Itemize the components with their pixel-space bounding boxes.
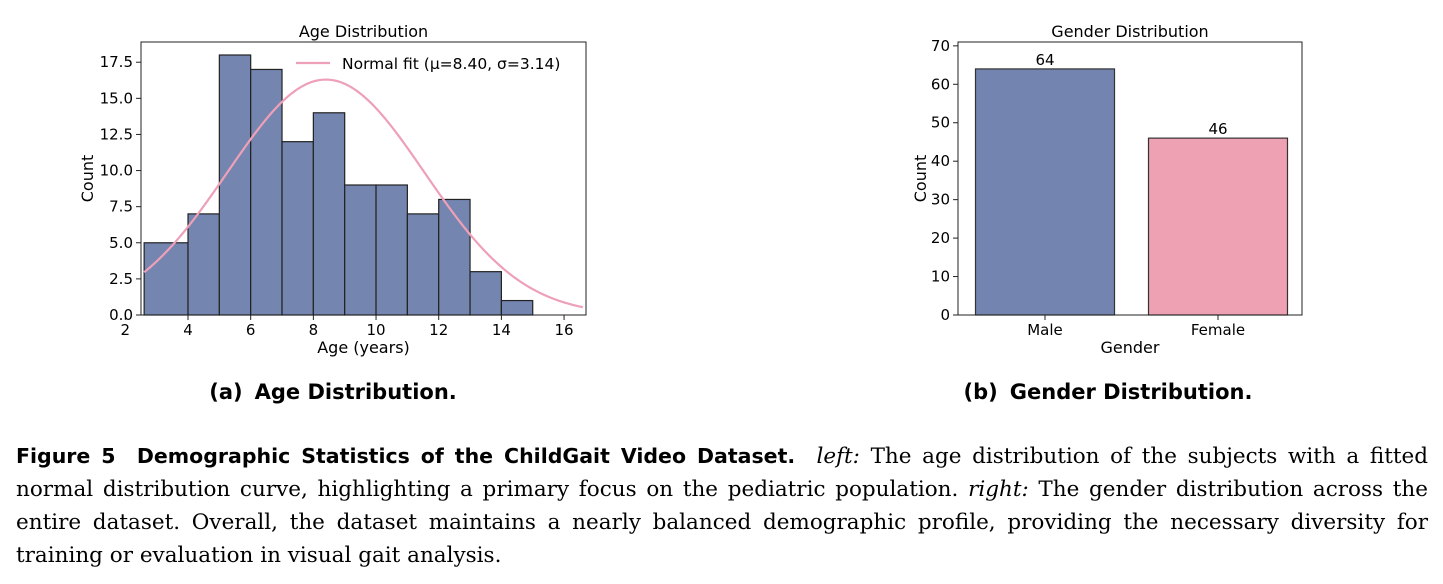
caption-right-text: The gender distribution across the entir…: [16, 477, 1428, 568]
histogram-bar: [375, 184, 408, 316]
histogram-bar: [312, 112, 346, 316]
subcaption-b-label: (b): [963, 380, 998, 404]
x-tick-label: Female: [1191, 321, 1245, 339]
caption-right-label: right:: [968, 477, 1029, 502]
gender-chart-svg: 64 Male 46 Female 0 10 20 30 40 50 60 70 Gender Dist…: [911, 22, 1303, 357]
gender-bar: [1147, 137, 1289, 316]
age-distribution-chart: 2 4 6 8 10 12 14 16 0.0 2.5 5.0 7.5 10.0 12.5 15.0 17.5…: [70, 0, 610, 380]
age-y-axis-label: Count: [78, 155, 97, 203]
x-tick-label: 2: [121, 321, 131, 339]
x-tick-label: 4: [183, 321, 193, 339]
y-tick-label: 5.0: [109, 234, 133, 252]
y-tick-label: 20: [931, 229, 950, 247]
y-tick-label: 12.5: [100, 125, 133, 143]
gender-distribution-chart: 64 Male 46 Female 0 10 20 30 40 50 60 70 Gender Dist…: [900, 0, 1320, 380]
x-tick-label: 8: [309, 321, 319, 339]
y-tick-label: 2.5: [109, 270, 133, 288]
legend-fit-label: Normal fit (μ=8.40, σ=3.14): [342, 55, 560, 73]
age-plot-frame: [140, 41, 587, 316]
caption-figure-label: Figure 5: [16, 444, 116, 468]
age-x-axis-label: Age (years): [317, 338, 410, 357]
y-tick-label: 15.0: [100, 89, 133, 107]
histogram-bar: [250, 68, 283, 316]
caption-left-text: The age distribution of the subjects wit…: [16, 444, 1428, 502]
normal-fit-curve: [143, 78, 584, 309]
y-tick-label: 30: [931, 191, 950, 209]
caption-left-label: left:: [816, 444, 860, 469]
caption-title: Demographic Statistics of the ChildGait …: [136, 444, 796, 468]
y-tick-label: 40: [931, 152, 950, 170]
x-tick-label: 10: [366, 321, 385, 339]
x-tick-label: 14: [492, 321, 511, 339]
subcaption-b: (b) Gender Distribution.: [964, 380, 1253, 404]
y-tick-label: 10.0: [100, 162, 133, 180]
subcaption-a: (a) Age Distribution.: [209, 380, 457, 404]
figure-caption: Figure 5 Demographic Statistics of the C…: [16, 440, 1428, 572]
histogram-bar: [143, 242, 189, 316]
histogram-bar: [406, 213, 440, 316]
subcaption-b-text: Gender Distribution.: [1009, 380, 1253, 404]
y-tick-label: 50: [931, 114, 950, 132]
gender-bar: [974, 68, 1116, 316]
subcaption-a-label: (a): [209, 380, 243, 404]
y-tick-label: 10: [931, 268, 950, 286]
y-tick-label: 60: [931, 75, 950, 93]
x-tick-label: 6: [246, 321, 256, 339]
y-tick-label: 17.5: [100, 53, 133, 71]
x-tick-label: 12: [429, 321, 448, 339]
bar-value-label: 46: [1208, 120, 1227, 138]
bar-value-label: 64: [1035, 51, 1054, 69]
gender-chart-title: Gender Distribution: [1051, 22, 1208, 41]
y-tick-label: 70: [931, 37, 950, 55]
x-tick-label: 16: [555, 321, 574, 339]
age-chart-svg: 2 4 6 8 10 12 14 16 0.0 2.5 5.0 7.5 10.0 12.5 15.0 17.5…: [78, 22, 587, 357]
subcaption-a-text: Age Distribution.: [254, 380, 457, 404]
histogram-bar: [500, 299, 534, 316]
gender-plot-frame: [957, 41, 1303, 316]
x-tick-label: Male: [1027, 321, 1063, 339]
gender-y-axis-label: Count: [911, 155, 930, 203]
age-chart-title: Age Distribution: [299, 22, 428, 41]
y-tick-label: 0: [940, 306, 950, 324]
histogram-bar: [438, 198, 471, 316]
y-tick-label: 0.0: [109, 306, 133, 324]
histogram-bar: [218, 54, 252, 316]
gender-x-axis-label: Gender: [1101, 338, 1160, 357]
histogram-bar: [281, 141, 314, 316]
histogram-bar: [469, 271, 502, 316]
y-tick-label: 7.5: [109, 198, 133, 216]
histogram-bar: [344, 184, 377, 316]
histogram-bar: [187, 213, 220, 316]
